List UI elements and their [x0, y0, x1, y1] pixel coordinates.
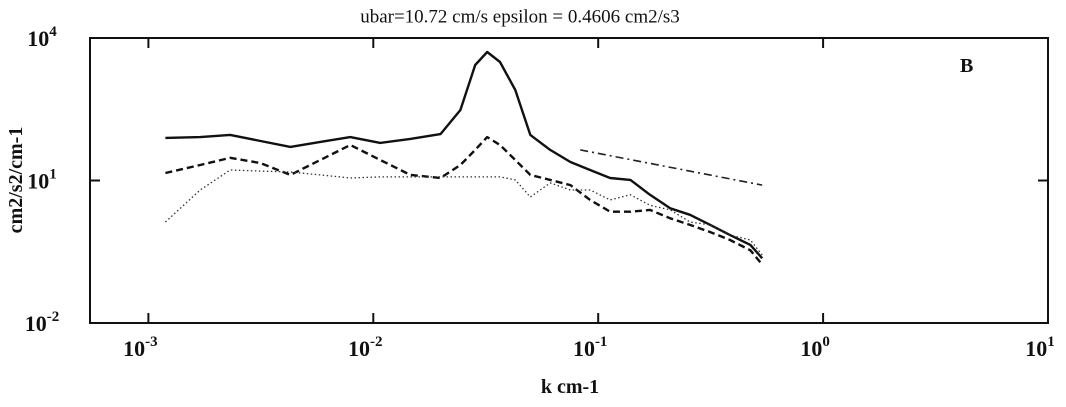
chart-title: ubar=10.72 cm/s epsilon = 0.4606 cm2/s3 [360, 6, 680, 27]
x-tick-label: 100 [800, 334, 830, 361]
x-tick-label: 10-1 [573, 334, 608, 361]
y-tick-label: 10-2 [25, 309, 60, 336]
x-axis-label: k cm-1 [541, 376, 599, 398]
annotation: B [960, 55, 973, 77]
series-line [580, 149, 763, 186]
y-axis-label: cm2/s2/cm-1 [5, 127, 27, 234]
series-line [164, 169, 763, 256]
x-tick-label: 10-2 [348, 334, 383, 361]
series-line [165, 50, 764, 260]
plot-frame [89, 37, 1049, 324]
x-tick-label: 10-3 [123, 334, 158, 361]
y-tick-label: 101 [27, 167, 57, 194]
series-line [165, 135, 764, 266]
x-tick-label: 101 [1025, 334, 1055, 361]
y-tick-label: 104 [27, 24, 57, 51]
